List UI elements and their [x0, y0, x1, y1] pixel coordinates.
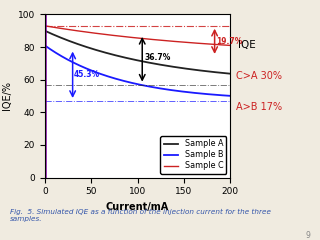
Text: 9: 9 — [306, 231, 310, 240]
Sample C — [191, 42, 195, 44]
Text: 19.7%: 19.7% — [216, 37, 242, 46]
Sample C — [54, 26, 58, 29]
Sample C — [104, 33, 108, 36]
Text: 36.7%: 36.7% — [144, 53, 171, 62]
Text: A>B 17%: A>B 17% — [236, 102, 282, 112]
Text: C>A 30%: C>A 30% — [236, 71, 282, 81]
Sample B — [228, 94, 232, 97]
Sample A — [43, 29, 47, 32]
Sample B — [54, 52, 58, 54]
Sample C — [77, 30, 81, 32]
Legend: Sample A, Sample B, Sample C: Sample A, Sample B, Sample C — [160, 136, 226, 174]
Sample B — [43, 44, 47, 47]
X-axis label: Current/mA: Current/mA — [106, 202, 169, 212]
Sample C — [43, 24, 47, 27]
Sample A — [216, 71, 220, 74]
Sample A — [104, 51, 108, 54]
Sample C — [223, 44, 227, 47]
Sample B — [77, 64, 81, 67]
Y-axis label: IQE/%: IQE/% — [2, 82, 12, 110]
Sample C — [228, 44, 232, 47]
Text: Fig.  5. Simulated IQE as a function of the injection current for the three
samp: Fig. 5. Simulated IQE as a function of t… — [10, 209, 271, 222]
Sample B — [191, 91, 195, 94]
Sample B — [216, 94, 220, 96]
Text: 45.3%: 45.3% — [74, 70, 100, 79]
Line: Sample A: Sample A — [45, 31, 230, 74]
Sample A — [228, 72, 232, 75]
Text: IQE: IQE — [238, 40, 256, 50]
Sample A — [77, 43, 81, 46]
Sample C — [216, 43, 220, 46]
Line: Sample C: Sample C — [45, 26, 230, 45]
Sample A — [54, 34, 58, 37]
Sample B — [223, 94, 227, 97]
Line: Sample B: Sample B — [45, 45, 230, 96]
Sample B — [104, 74, 108, 77]
Sample A — [191, 68, 195, 71]
Sample A — [223, 72, 227, 75]
